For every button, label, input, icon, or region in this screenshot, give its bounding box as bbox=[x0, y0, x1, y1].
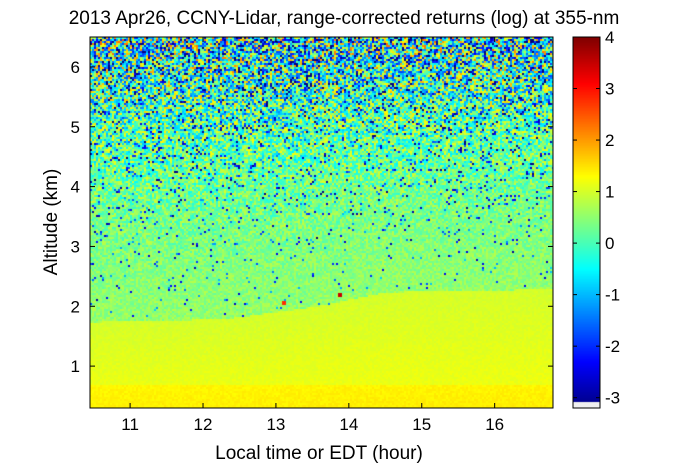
colorbar-tick-label: 1 bbox=[605, 183, 614, 202]
y-tick-label: 5 bbox=[71, 118, 80, 137]
colorbar-frame bbox=[572, 36, 601, 409]
colorbar-tick-label: 4 bbox=[605, 28, 614, 47]
chart-title: 2013 Apr26, CCNY-Lidar, range-corrected … bbox=[69, 8, 620, 29]
y-tick-label: 4 bbox=[71, 178, 80, 197]
colorbar-tick-label: -1 bbox=[605, 286, 620, 305]
y-tick-label: 3 bbox=[71, 237, 80, 256]
colorbar-tick-label: 3 bbox=[605, 80, 614, 99]
colorbar: -3 -2 -1 0 1 2 3 4 bbox=[572, 28, 620, 409]
x-tick-label: 11 bbox=[121, 415, 139, 434]
plot-area bbox=[89, 36, 554, 409]
y-axis-title: Altitude (km) bbox=[41, 169, 62, 276]
heatmap-canvas bbox=[90, 37, 553, 408]
y-tick-label: 2 bbox=[71, 297, 80, 316]
y-tick-label: 1 bbox=[71, 357, 80, 376]
colorbar-canvas bbox=[573, 37, 600, 408]
colorbar-tick-label: 2 bbox=[605, 131, 614, 150]
x-axis: 11 12 13 14 15 16 bbox=[121, 37, 504, 434]
x-tick-label: 12 bbox=[194, 415, 213, 434]
x-tick-label: 15 bbox=[412, 415, 431, 434]
x-axis-title: Local time or EDT (hour) bbox=[215, 443, 423, 464]
colorbar-tick-label: -3 bbox=[605, 389, 620, 408]
colorbar-tick-label: 0 bbox=[605, 234, 614, 253]
y-axis: 1 2 3 4 5 6 bbox=[71, 58, 553, 376]
x-tick-label: 14 bbox=[339, 415, 358, 434]
colorbar-ticks: -3 -2 -1 0 1 2 3 4 bbox=[573, 28, 620, 408]
x-tick-label: 13 bbox=[266, 415, 285, 434]
y-tick-label: 6 bbox=[71, 58, 80, 77]
x-tick-label: 16 bbox=[485, 415, 504, 434]
colorbar-tick-label: -2 bbox=[605, 337, 620, 356]
plot-frame bbox=[89, 36, 554, 409]
